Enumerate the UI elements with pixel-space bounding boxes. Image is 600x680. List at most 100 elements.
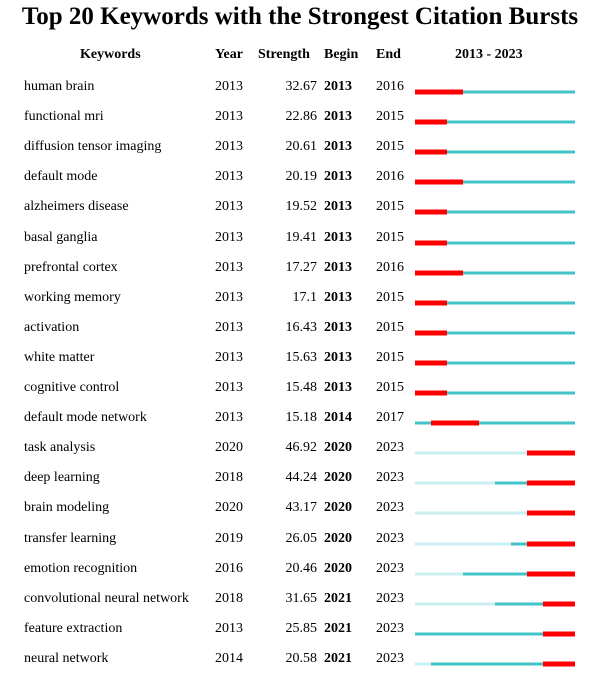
end-cell: 2016 xyxy=(376,169,404,185)
year-cell: 2020 xyxy=(215,440,243,456)
end-cell: 2015 xyxy=(376,199,404,215)
begin-cell: 2013 xyxy=(324,229,352,245)
active-segment xyxy=(415,391,575,395)
keyword-cell: prefrontal cortex xyxy=(24,259,118,275)
keyword-cell: basal ganglia xyxy=(24,229,98,245)
keyword-cell: convolutional neural network xyxy=(24,590,189,606)
strength-cell: 20.58 xyxy=(285,650,318,666)
burst-timeline xyxy=(415,209,575,215)
table-row: default mode 2013 20.19 2013 2016 xyxy=(0,168,600,198)
active-segment xyxy=(495,602,575,606)
active-segment xyxy=(415,632,575,636)
active-segment xyxy=(415,331,575,335)
table-row: alzheimers disease 2013 19.52 2013 2015 xyxy=(0,198,600,228)
strength-cell: 25.85 xyxy=(285,620,318,636)
burst-timeline xyxy=(415,480,575,486)
strength-cell: 16.43 xyxy=(285,319,318,335)
inactive-segment xyxy=(415,451,527,455)
burst-bar xyxy=(431,420,479,426)
burst-bar xyxy=(543,631,575,637)
end-cell: 2015 xyxy=(376,229,404,245)
year-cell: 2013 xyxy=(215,229,243,245)
strength-cell: 26.05 xyxy=(285,530,318,546)
year-cell: 2013 xyxy=(215,289,243,305)
active-segment xyxy=(415,90,575,94)
table-row: diffusion tensor imaging 2013 20.61 2013 201… xyxy=(0,138,600,168)
burst-timeline xyxy=(415,119,575,125)
strength-cell: 31.65 xyxy=(285,590,318,606)
burst-bar xyxy=(415,360,447,366)
table-row: cognitive control 2013 15.48 2013 2015 xyxy=(0,379,600,409)
begin-cell: 2020 xyxy=(324,560,352,576)
strength-cell: 20.19 xyxy=(285,169,318,185)
inactive-segment xyxy=(415,572,463,576)
table-row: emotion recognition 2016 20.46 2020 2023 xyxy=(0,560,600,590)
keyword-cell: deep learning xyxy=(24,470,100,486)
burst-timeline xyxy=(415,270,575,276)
strength-cell: 17.1 xyxy=(292,289,318,305)
strength-cell: 19.52 xyxy=(285,199,318,215)
year-cell: 2020 xyxy=(215,500,243,516)
burst-bar xyxy=(527,480,575,486)
burst-bar xyxy=(543,601,575,607)
strength-cell: 32.67 xyxy=(285,79,318,94)
end-cell: 2016 xyxy=(376,259,404,275)
keyword-cell: task analysis xyxy=(24,440,96,456)
year-cell: 2013 xyxy=(215,169,243,185)
year-cell: 2013 xyxy=(215,349,243,365)
end-cell: 2015 xyxy=(376,109,404,125)
burst-timeline xyxy=(415,631,575,637)
burst-timeline xyxy=(415,360,575,366)
year-cell: 2018 xyxy=(215,590,243,606)
end-cell: 2023 xyxy=(376,470,404,486)
begin-cell: 2014 xyxy=(324,410,352,426)
begin-cell: 2013 xyxy=(324,109,352,125)
begin-cell: 2021 xyxy=(324,590,352,606)
burst-timeline xyxy=(415,661,575,667)
burst-bar xyxy=(527,510,575,516)
strength-cell: 20.46 xyxy=(285,560,318,576)
end-cell: 2017 xyxy=(376,410,404,426)
end-cell: 2023 xyxy=(376,440,404,456)
burst-bar xyxy=(527,450,575,456)
active-segment xyxy=(415,271,575,275)
keyword-cell: cognitive control xyxy=(24,380,120,395)
burst-timeline xyxy=(415,541,575,546)
end-cell: 2023 xyxy=(376,650,404,666)
header-range: 2013 - 2023 xyxy=(455,47,523,62)
strength-cell: 17.27 xyxy=(285,259,318,275)
inactive-segment xyxy=(415,481,495,485)
year-cell: 2018 xyxy=(215,470,243,486)
year-cell: 2019 xyxy=(215,530,243,546)
begin-cell: 2020 xyxy=(324,500,352,516)
burst-timeline xyxy=(415,450,575,456)
active-segment xyxy=(415,150,575,154)
burst-bar xyxy=(415,240,447,245)
burst-bar xyxy=(415,149,447,155)
year-cell: 2013 xyxy=(215,199,243,215)
burst-timeline xyxy=(415,300,575,306)
burst-bar xyxy=(415,179,463,185)
keyword-cell: activation xyxy=(24,319,80,335)
begin-cell: 2020 xyxy=(324,440,352,456)
end-cell: 2015 xyxy=(376,139,404,155)
burst-timeline xyxy=(415,390,575,396)
burst-timeline xyxy=(415,420,575,426)
burst-bar xyxy=(415,209,447,215)
burst-bar xyxy=(415,330,447,336)
burst-timeline xyxy=(415,601,575,607)
year-cell: 2013 xyxy=(215,410,243,426)
table-row: working memory 2013 17.1 2013 2015 xyxy=(0,289,600,319)
year-cell: 2013 xyxy=(215,109,243,125)
begin-cell: 2021 xyxy=(324,650,352,666)
inactive-segment xyxy=(415,662,431,666)
begin-cell: 2013 xyxy=(324,139,352,155)
burst-timeline xyxy=(415,149,575,155)
active-segment xyxy=(415,180,575,184)
active-segment xyxy=(463,572,575,576)
burst-bar xyxy=(415,270,463,276)
year-cell: 2013 xyxy=(215,319,243,335)
burst-bar xyxy=(415,300,447,306)
table-row: neural network 2014 20.58 2021 2023 xyxy=(0,650,600,680)
strength-cell: 43.17 xyxy=(285,500,318,516)
